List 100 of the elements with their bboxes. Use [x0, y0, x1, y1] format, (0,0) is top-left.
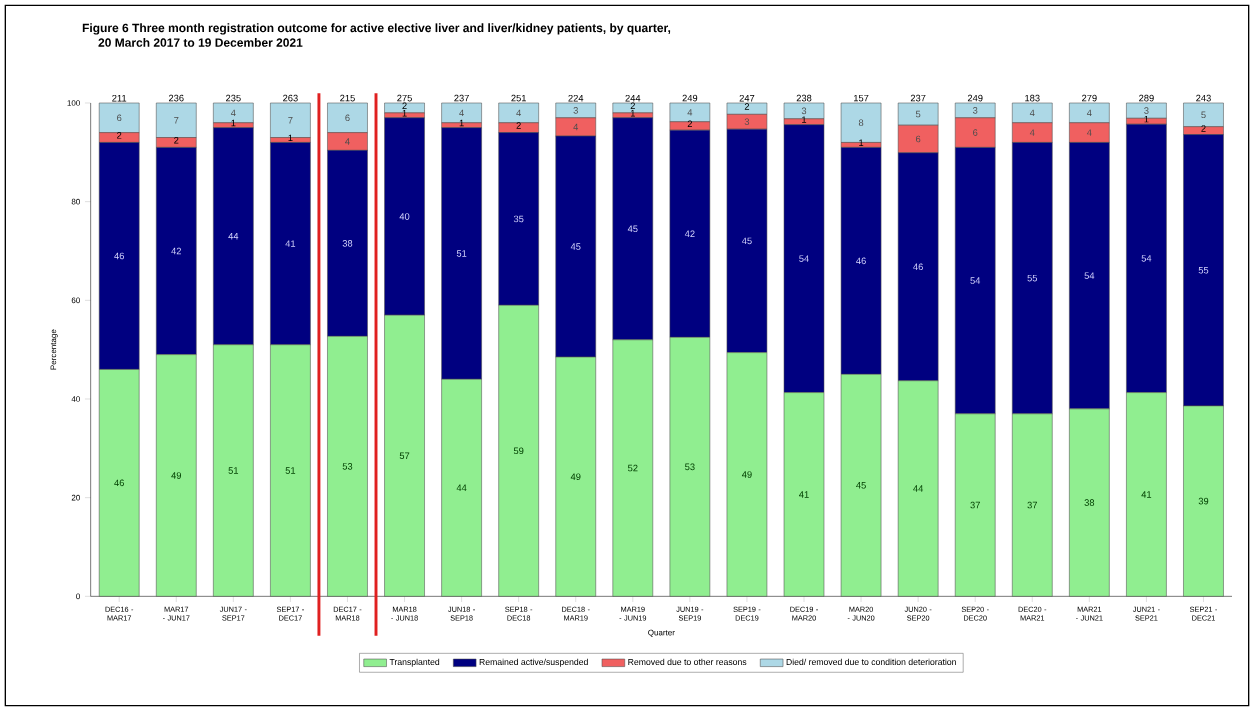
data-label: 38 [342, 240, 353, 247]
data-label: 2 [744, 103, 750, 110]
data-label: 2 [687, 120, 692, 127]
y-tick-label: 60 [71, 297, 80, 304]
legend-label: Removed due to other reasons [628, 658, 747, 666]
data-label: 39 [1198, 497, 1209, 505]
data-label: 6 [916, 135, 921, 143]
data-label: 51 [285, 467, 296, 474]
data-label: 44 [456, 484, 467, 492]
text: 183 [1025, 94, 1040, 102]
data-label: 40 [399, 213, 410, 220]
legend-label: Transplanted [389, 658, 440, 667]
data-label: 53 [342, 463, 353, 470]
data-label: 3 [573, 107, 578, 114]
data-label: 2 [630, 102, 635, 109]
y-tick-label: 80 [71, 198, 80, 205]
data-label: 46 [114, 252, 124, 260]
data-label: 54 [970, 277, 981, 284]
data-label: 46 [856, 257, 866, 265]
data-label: 4 [345, 138, 350, 145]
data-label: 41 [799, 491, 809, 498]
text: 157 [854, 94, 869, 102]
data-label: 1 [402, 109, 407, 117]
data-label: 5 [915, 110, 921, 118]
data-label: 2 [117, 132, 122, 139]
data-label: 4 [573, 123, 579, 131]
text: 275 [397, 94, 412, 102]
y-tick-label: 40 [71, 396, 80, 402]
data-label: 59 [513, 447, 524, 455]
data-label: 46 [913, 263, 923, 271]
text: 249 [682, 94, 698, 102]
legend-label: Remained active/suspended [479, 658, 588, 667]
data-label: 3 [1144, 107, 1149, 114]
text: 263 [283, 94, 298, 102]
text: 215 [340, 94, 355, 102]
data-label: 1 [1144, 115, 1149, 123]
text: 251 [511, 94, 526, 102]
data-label: 37 [970, 501, 980, 509]
data-label: 37 [1027, 501, 1037, 509]
data-label: 4 [516, 109, 521, 117]
text: 279 [1082, 94, 1097, 102]
data-label: 5 [1201, 111, 1206, 119]
data-label: 8 [858, 119, 864, 127]
data-label: 4 [1029, 129, 1035, 136]
text: 238 [796, 94, 812, 102]
data-label: 49 [741, 471, 752, 478]
data-label: 55 [1027, 274, 1038, 282]
data-label: 45 [741, 237, 752, 245]
data-label: 7 [288, 117, 293, 124]
data-label: 2 [1201, 125, 1206, 132]
y-axis-title: Percentage [50, 329, 58, 370]
text: 237 [454, 94, 469, 102]
data-label: 45 [627, 225, 638, 233]
text: 237 [910, 94, 926, 102]
data-label: 1 [288, 134, 293, 142]
data-label: 55 [1198, 266, 1209, 274]
data-label: 52 [627, 464, 638, 472]
data-label: 2 [174, 137, 179, 144]
text: 235 [226, 94, 241, 102]
text: 244 [625, 94, 641, 102]
y-tick-label: 100 [67, 100, 80, 106]
data-label: 54 [1141, 255, 1152, 262]
data-label: 1 [802, 116, 807, 123]
data-label: 42 [684, 230, 695, 237]
data-label: 49 [570, 473, 581, 480]
data-label: 53 [685, 463, 695, 471]
data-label: 54 [799, 255, 809, 262]
data-label: 6 [973, 129, 978, 136]
text: 243 [1196, 94, 1211, 102]
text: 289 [1139, 94, 1154, 102]
text: 247 [739, 94, 755, 102]
y-tick-label: 0 [76, 593, 80, 600]
data-label: 3 [972, 107, 978, 114]
data-label: 38 [1084, 499, 1095, 506]
data-label: 4 [230, 109, 236, 117]
x-axis-title: Quarter [648, 629, 675, 637]
text: 249 [967, 94, 983, 102]
data-label: 46 [114, 479, 124, 487]
data-label: 2 [516, 122, 521, 129]
data-label: 4 [687, 109, 693, 116]
data-label: 4 [1086, 129, 1092, 136]
data-label: 44 [913, 485, 924, 492]
data-label: 51 [228, 467, 239, 474]
data-label: 1 [630, 109, 635, 117]
data-label: 51 [456, 250, 467, 257]
data-label: 54 [1084, 272, 1095, 279]
data-label: 7 [174, 117, 179, 124]
data-label: 57 [399, 452, 410, 459]
data-label: 4 [459, 109, 464, 117]
data-label: 6 [345, 114, 350, 122]
text: 236 [168, 94, 184, 102]
data-label: 6 [117, 114, 122, 122]
data-label: 3 [801, 107, 807, 115]
data-label: 45 [570, 243, 581, 250]
data-label: 41 [285, 240, 296, 247]
data-label: 41 [1141, 491, 1152, 498]
y-tick-label: 20 [71, 494, 80, 501]
data-label: 1 [459, 119, 464, 127]
chart-subtitle: 20 March 2017 to 19 December 2021 [98, 38, 303, 47]
data-label: 42 [171, 247, 181, 255]
